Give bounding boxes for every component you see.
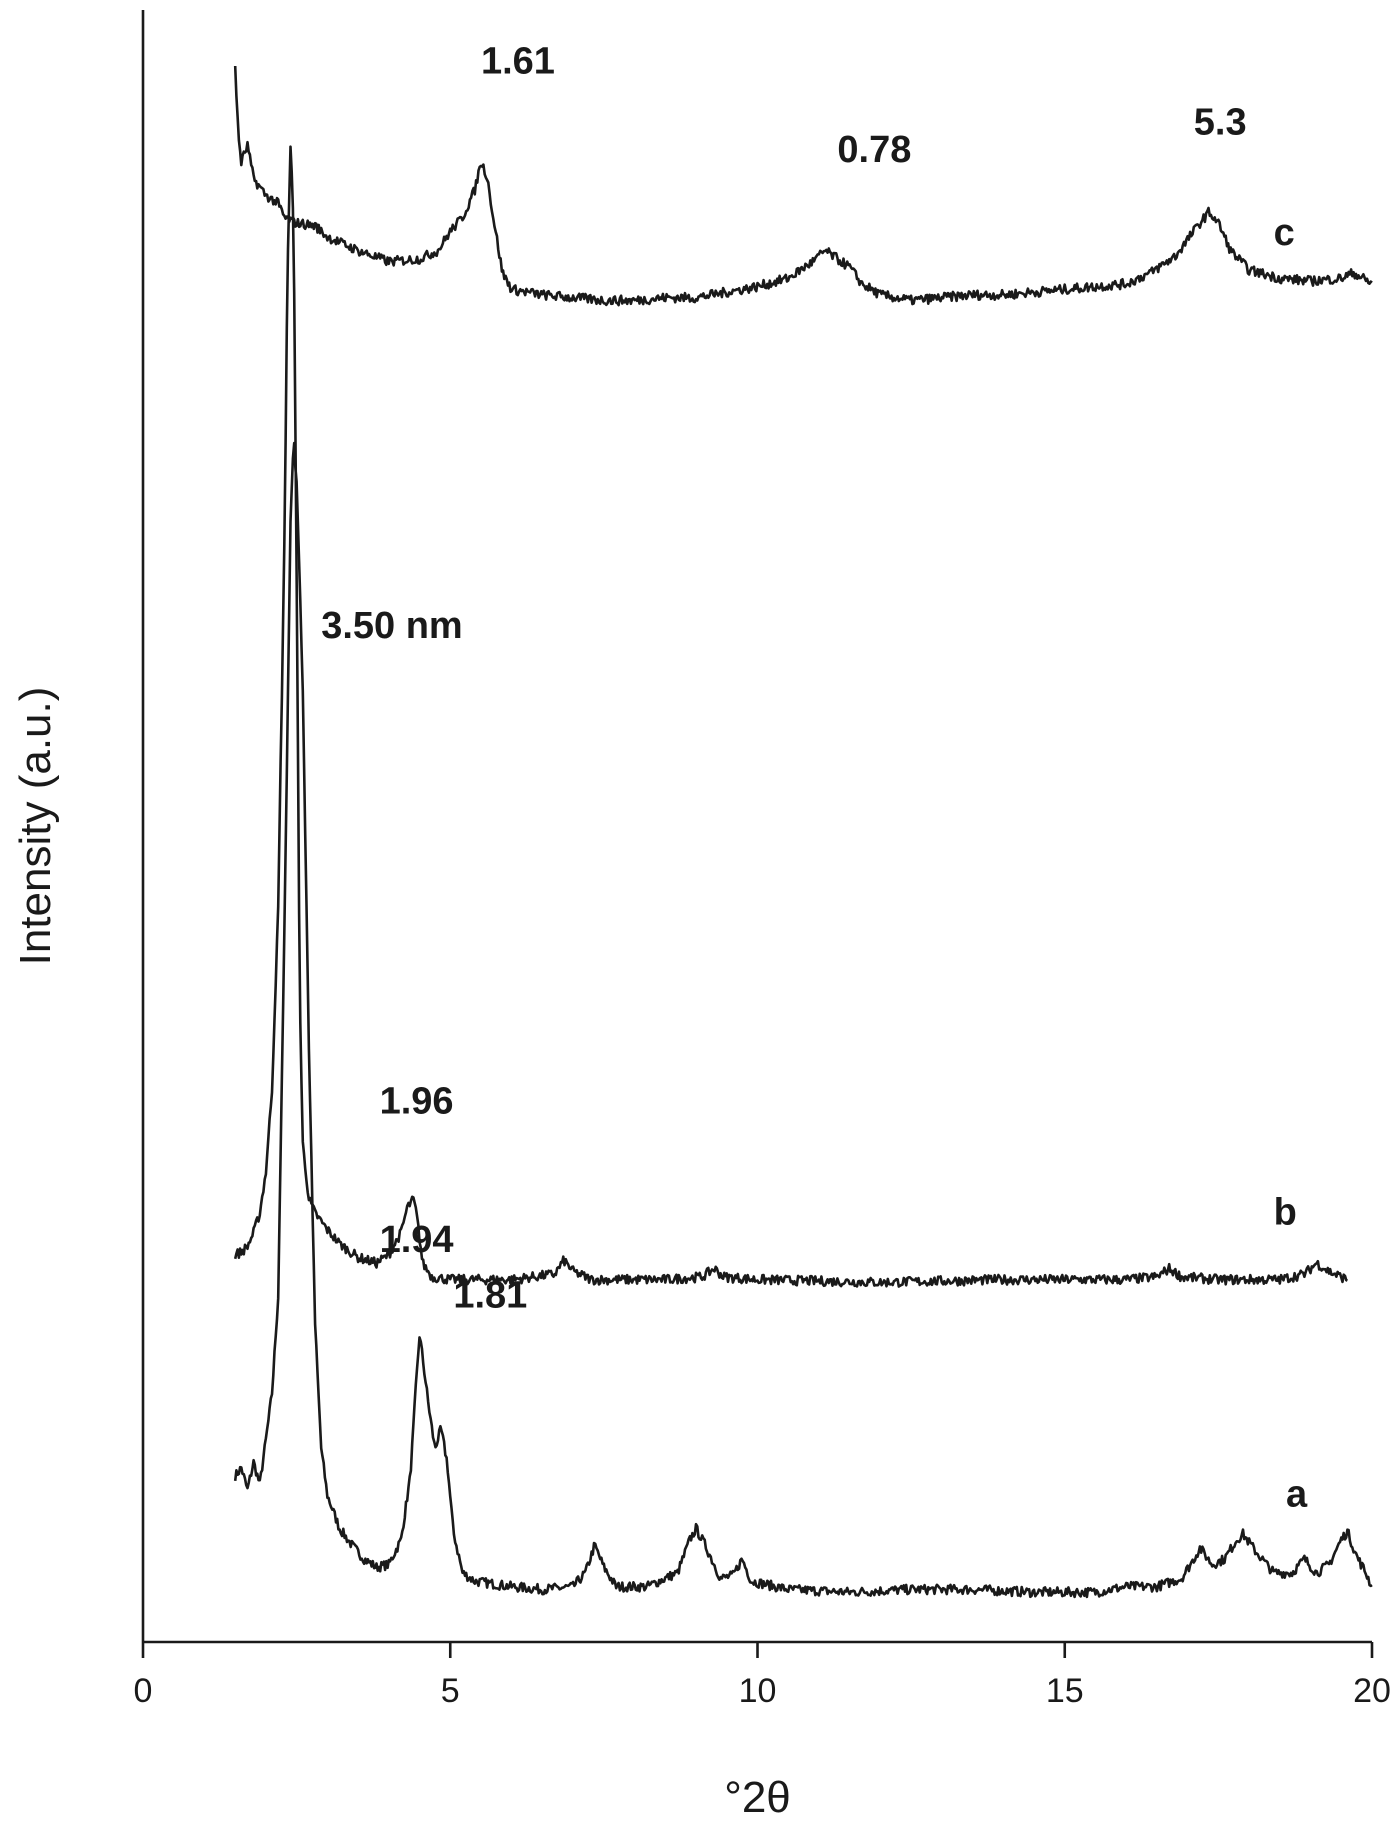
x-tick-label: 5 bbox=[441, 1672, 460, 1710]
peak-annotation: 1.96 bbox=[380, 1081, 454, 1123]
x-tick-label: 10 bbox=[739, 1672, 777, 1710]
x-axis-title: °2θ bbox=[724, 1773, 791, 1822]
peak-annotation: 1.61 bbox=[481, 41, 555, 83]
peak-annotation: 0.78 bbox=[837, 129, 911, 171]
peak-annotation: 1.94 bbox=[380, 1219, 454, 1261]
x-tick-label: 0 bbox=[134, 1672, 153, 1710]
peak-annotation: a bbox=[1286, 1473, 1308, 1515]
annotation-layer: 1.61 0.78 5.3 c 3.50 nm 1.96 b 1.94 1.81 a bbox=[321, 41, 1308, 1516]
axes-layer: 0 5 10 15 20 °2θ Intensity (a.u.) bbox=[11, 10, 1391, 1822]
peak-annotation: 5.3 bbox=[1194, 101, 1247, 143]
peak-annotation: 1.81 bbox=[453, 1274, 527, 1316]
y-axis-title: Intensity (a.u.) bbox=[11, 687, 60, 966]
peak-annotation: b bbox=[1274, 1191, 1297, 1233]
series-line-c bbox=[233, 65, 1373, 307]
peak-annotation: c bbox=[1274, 212, 1295, 254]
series-line-b bbox=[233, 145, 1348, 1288]
x-tick-label: 20 bbox=[1353, 1672, 1391, 1710]
series-line-a bbox=[233, 441, 1373, 1599]
series-layer bbox=[233, 65, 1373, 1599]
x-tick-label: 15 bbox=[1046, 1672, 1084, 1710]
peak-annotation: 3.50 nm bbox=[321, 605, 463, 647]
x-ticks: 0 5 10 15 20 bbox=[134, 1642, 1391, 1710]
